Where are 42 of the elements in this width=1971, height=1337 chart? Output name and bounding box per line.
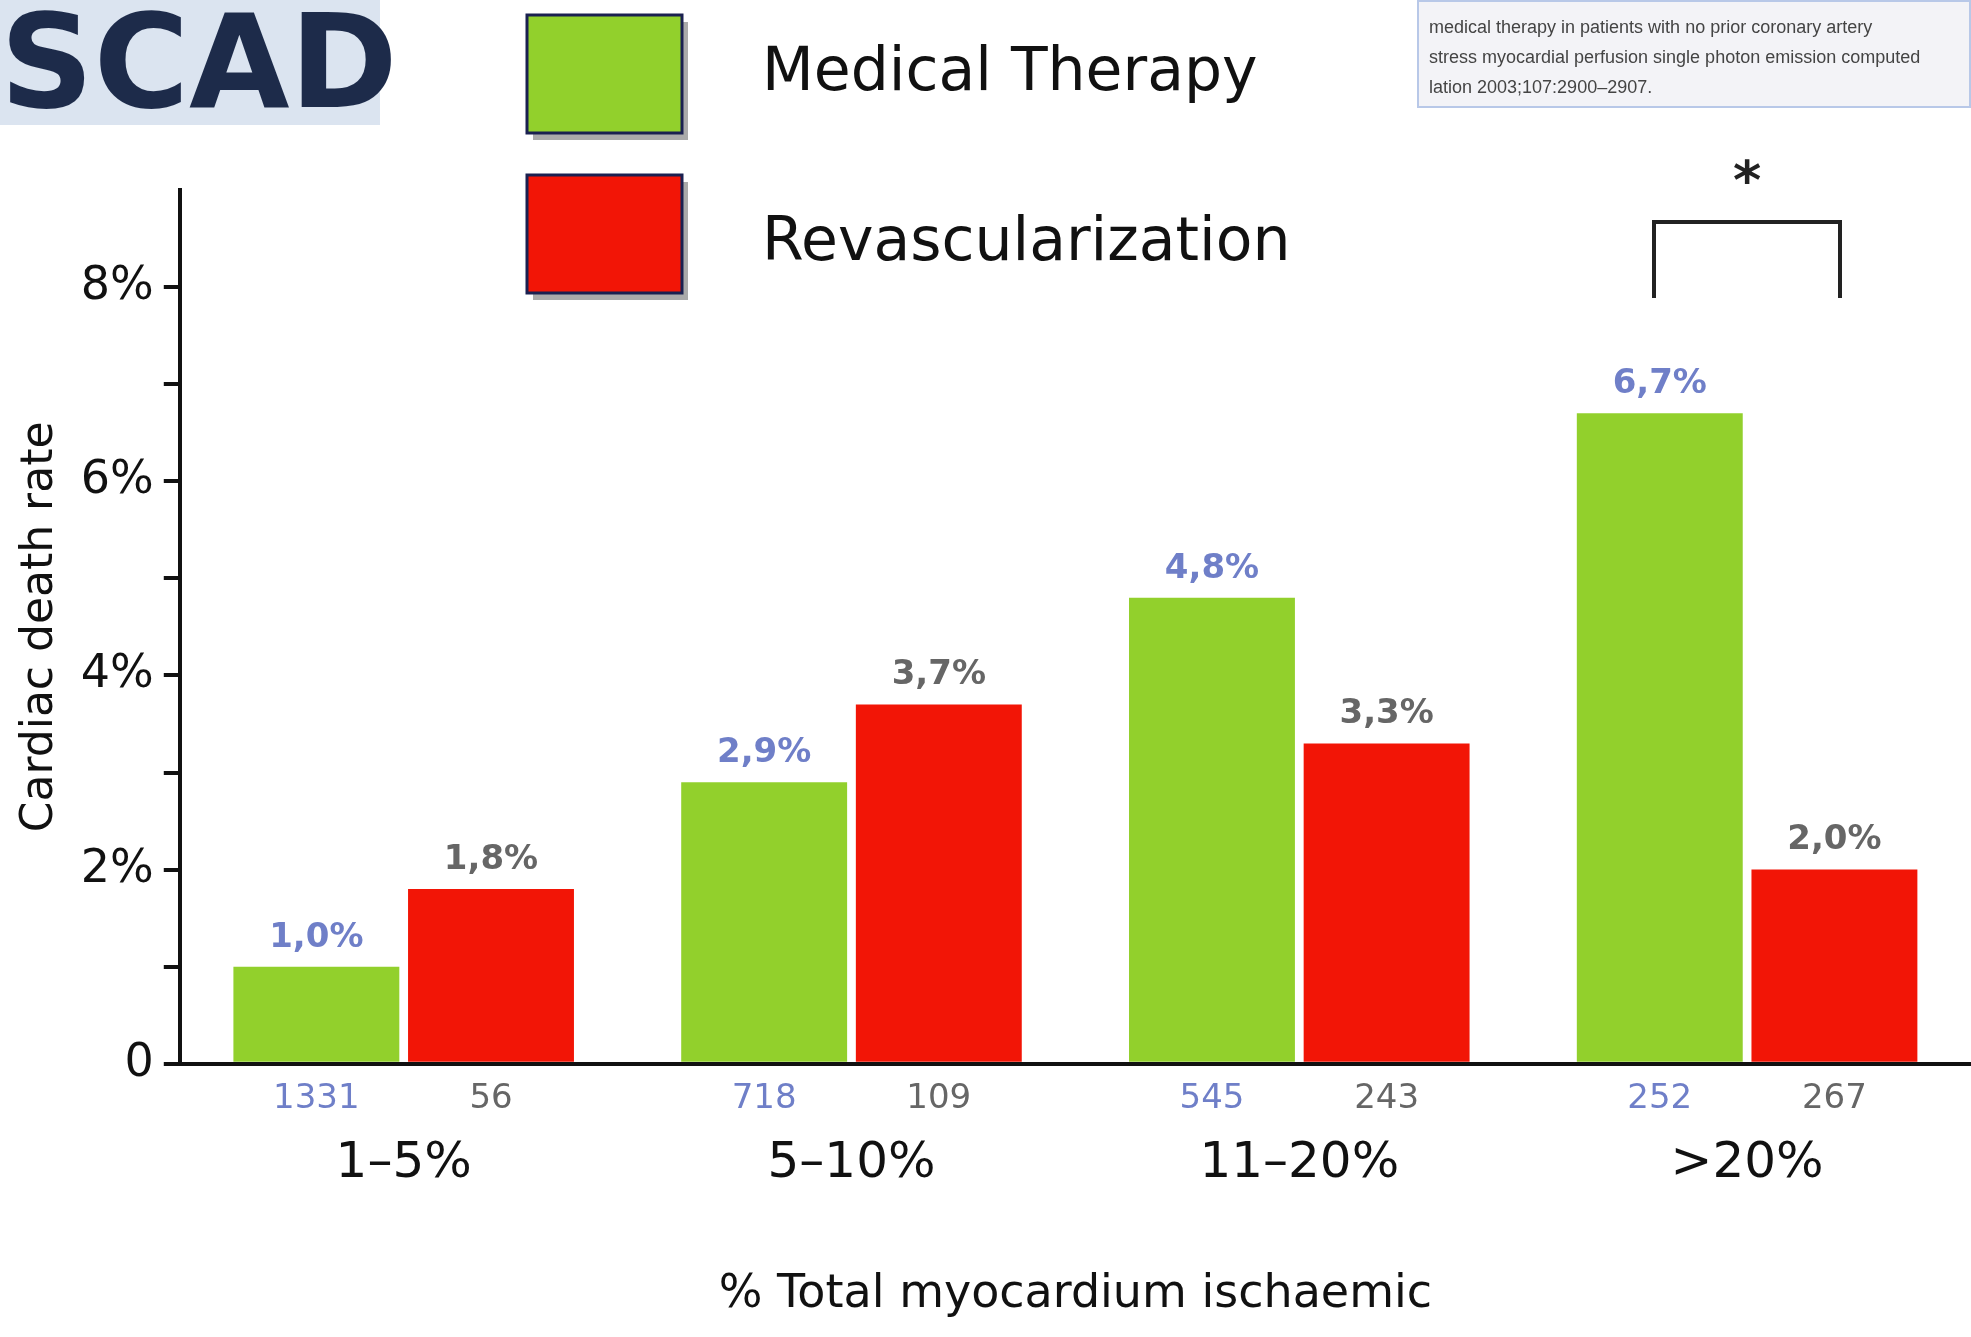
data-label: 2,9%: [717, 730, 812, 771]
text: lation 2003;107:2900–2907.: [1429, 76, 1654, 99]
y-tick-label: 0: [124, 1032, 154, 1087]
data-label: 1,0%: [269, 914, 364, 955]
y-tick-label: 8%: [80, 256, 154, 311]
x-axis-title: % Total myocardium ischaemic: [718, 1264, 1433, 1319]
x-tick-label: >20%: [1670, 1130, 1824, 1189]
bar: [1303, 743, 1470, 1062]
data-label: 4,8%: [1164, 545, 1260, 586]
bar: [681, 782, 848, 1062]
text: 243: [1354, 1075, 1420, 1116]
y-axis-title: Cardiac death rate: [10, 421, 62, 833]
text: 56: [469, 1075, 513, 1116]
y-tick-label: 6%: [80, 450, 154, 505]
bar: [855, 704, 1022, 1062]
text: medical therapy in patients with no prior coronary artery: [1429, 16, 1874, 39]
bar: [233, 966, 400, 1062]
x-tick-label: 11–20%: [1199, 1130, 1400, 1189]
text: 109: [906, 1075, 972, 1116]
text: stress myocardial perfusion single photon emission computed: [1429, 46, 1922, 69]
text: 267: [1801, 1075, 1867, 1116]
bar: [1129, 597, 1295, 1062]
text: 718: [731, 1075, 797, 1116]
text: 545: [1179, 1075, 1245, 1116]
x-tick-label: 5–10%: [767, 1130, 936, 1189]
bar: [408, 889, 574, 1062]
data-label: 3,3%: [1339, 691, 1434, 732]
x-tick-label: 1–5%: [335, 1130, 472, 1189]
data-label: 3,7%: [891, 652, 986, 693]
legend-label: Revascularization: [762, 203, 1291, 274]
bar: [1751, 869, 1918, 1062]
data-label: 1,8%: [443, 836, 539, 877]
bar: [1576, 413, 1743, 1062]
data-label: 6,7%: [1612, 361, 1707, 402]
chart-title: SCAD: [0, 0, 398, 138]
annotation: *: [1732, 149, 1762, 213]
legend-label: Medical Therapy: [762, 33, 1258, 104]
y-tick-label: 4%: [80, 644, 154, 699]
text: 252: [1627, 1075, 1693, 1116]
data-label: 2,0%: [1787, 817, 1882, 858]
text: 1331: [273, 1075, 360, 1116]
y-tick-label: 2%: [80, 838, 154, 893]
